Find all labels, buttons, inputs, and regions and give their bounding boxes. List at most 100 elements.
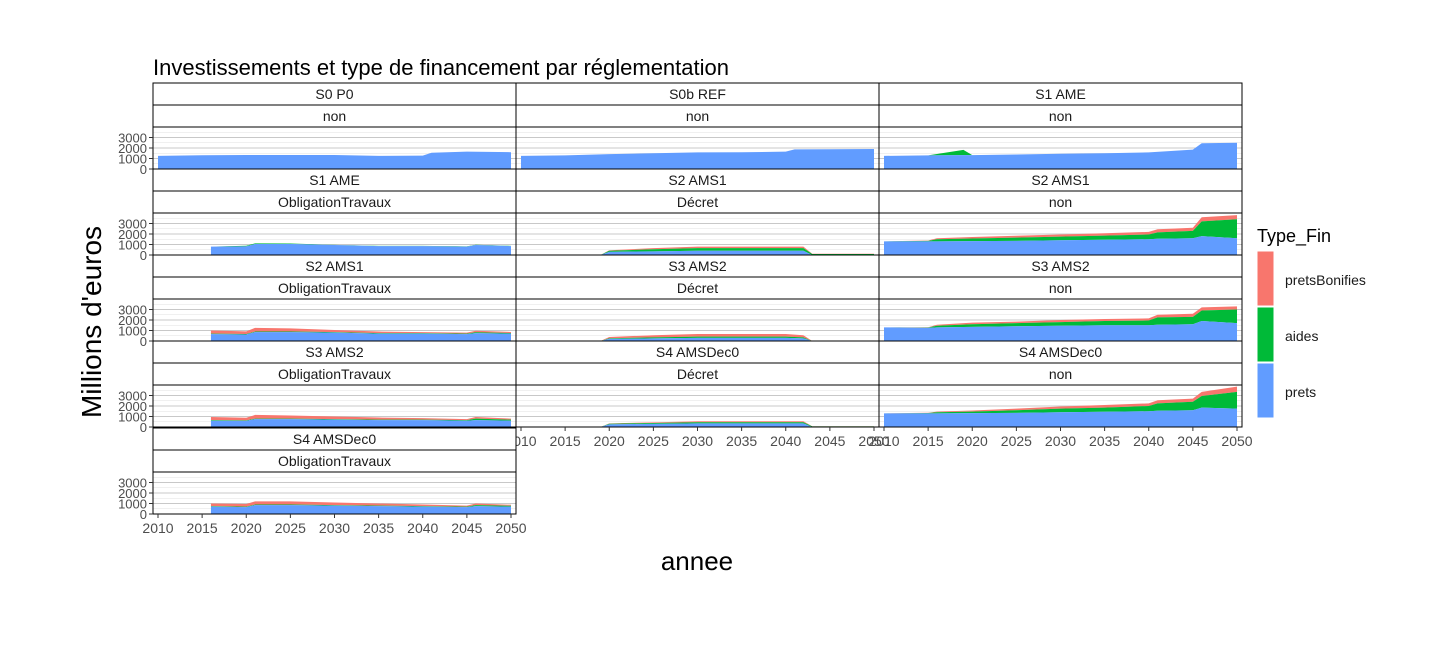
x-tick-label: 2030 <box>319 520 350 536</box>
area-pretsBonifies <box>884 306 1237 328</box>
strip-label-scenario: S3 AMS2 <box>668 258 727 274</box>
facet-panel: S0b REF non <box>515 82 880 170</box>
x-tick-label: 2015 <box>187 520 218 536</box>
y-tick-label: 2000 <box>118 399 147 414</box>
strip-label-regime: non <box>1049 280 1072 296</box>
x-axis-label: annee <box>661 546 733 576</box>
x-tick-label: 2015 <box>550 433 581 449</box>
legend-key-prets <box>1256 362 1275 419</box>
area-prets <box>210 419 511 427</box>
strip-label-regime: non <box>686 108 709 124</box>
strip-label-scenario: S2 AMS1 <box>1031 172 1090 188</box>
area-pretsBonifies <box>210 327 511 334</box>
area-aides <box>600 336 874 341</box>
legend-title: Type_Fin <box>1257 226 1331 247</box>
area-aides <box>884 219 1237 242</box>
y-tick-label: 2000 <box>118 486 147 501</box>
strip-label-regime: non <box>1049 108 1072 124</box>
y-tick-label: 2000 <box>118 227 147 242</box>
facet-panel: S4 AMSDec0 non 2010 2015 2020 2025 2030 2035 204… <box>868 340 1253 449</box>
x-tick-label: 2045 <box>814 433 845 449</box>
x-tick-label: 2025 <box>638 433 669 449</box>
legend-key-aides <box>1256 306 1275 363</box>
strip-label-scenario: S2 AMS1 <box>305 258 364 274</box>
area-pretsBonifies <box>884 386 1237 414</box>
y-tick-label: 3000 <box>118 131 147 146</box>
legend-key-pretsBonifies <box>1256 250 1275 307</box>
area-aides <box>884 309 1237 328</box>
legend-label-prets: prets <box>1285 384 1316 400</box>
facet-panel: S1 AME non <box>878 82 1243 170</box>
y-tick-label: 3000 <box>118 217 147 232</box>
y-tick-label: 1000 <box>118 152 147 167</box>
x-tick-label: 2035 <box>726 433 757 449</box>
x-tick-label: 2020 <box>957 433 988 449</box>
x-tick-label: 2020 <box>594 433 625 449</box>
strip-label-scenario: S3 AMS2 <box>1031 258 1090 274</box>
x-tick-label: 2045 <box>1177 433 1208 449</box>
area-aides <box>600 248 874 255</box>
y-tick-label: 1000 <box>118 497 147 512</box>
strip-label-regime: ObligationTravaux <box>278 194 391 210</box>
x-tick-label: 2050 <box>858 433 889 449</box>
y-tick-label: 3000 <box>118 389 147 404</box>
area-pretsBonifies <box>884 215 1237 242</box>
strip-label-regime: non <box>1049 194 1072 210</box>
y-tick-label: 0 <box>140 334 147 349</box>
y-tick-label: 1000 <box>118 238 147 253</box>
strip-label-regime: ObligationTravaux <box>278 366 391 382</box>
area-prets <box>210 332 511 341</box>
strip-label-regime: non <box>323 108 346 124</box>
y-tick-label: 0 <box>140 420 147 435</box>
y-tick-label: 2000 <box>118 313 147 328</box>
facet-panel: S3 AMS2 Décret <box>515 254 880 342</box>
y-tick-label: 3000 <box>118 476 147 491</box>
strip-label-scenario: S1 AME <box>309 172 360 188</box>
x-tick-label: 2040 <box>770 433 801 449</box>
x-tick-label: 2040 <box>1133 433 1164 449</box>
strip-label-regime: Décret <box>677 366 718 382</box>
area-aides <box>884 391 1237 414</box>
area-aides <box>600 422 874 427</box>
x-tick-label: 2030 <box>682 433 713 449</box>
y-tick-label: 1000 <box>118 324 147 339</box>
facet-panel: S3 AMS2 non <box>878 254 1243 342</box>
x-tick-label: 2035 <box>1089 433 1120 449</box>
area-prets <box>884 142 1237 169</box>
area-aides <box>210 504 511 508</box>
area-prets <box>600 337 874 341</box>
area-prets <box>884 236 1237 255</box>
area-pretsBonifies <box>600 246 874 255</box>
x-tick-label: 2010 <box>868 433 899 449</box>
area-prets <box>884 407 1237 427</box>
strip-label-regime: ObligationTravaux <box>278 453 391 469</box>
strip-label-regime: Décret <box>677 280 718 296</box>
facet-panel: S4 AMSDec0 ObligationTravaux 0100020003000… <box>118 427 527 536</box>
area-prets <box>521 149 874 169</box>
area-prets <box>600 250 874 255</box>
area-aides <box>210 418 511 421</box>
y-tick-label: 1000 <box>118 410 147 425</box>
strip-label-scenario: S0 P0 <box>315 86 353 102</box>
legend: Type_Fin pretsBonifies aides prets <box>1256 226 1366 419</box>
area-prets <box>158 151 511 169</box>
y-axis-label: Millions d'euros <box>76 226 107 418</box>
x-tick-label: 2025 <box>1001 433 1032 449</box>
x-tick-label: 2040 <box>407 520 438 536</box>
strip-label-scenario: S1 AME <box>1035 86 1086 102</box>
area-pretsBonifies <box>210 414 511 421</box>
strip-label-scenario: S4 AMSDec0 <box>656 344 739 360</box>
area-prets <box>210 505 511 514</box>
strip-label-scenario: S0b REF <box>669 86 726 102</box>
y-tick-label: 0 <box>140 162 147 177</box>
x-tick-label: 2010 <box>142 520 173 536</box>
strip-label-regime: Décret <box>677 194 718 210</box>
area-prets <box>884 321 1237 341</box>
